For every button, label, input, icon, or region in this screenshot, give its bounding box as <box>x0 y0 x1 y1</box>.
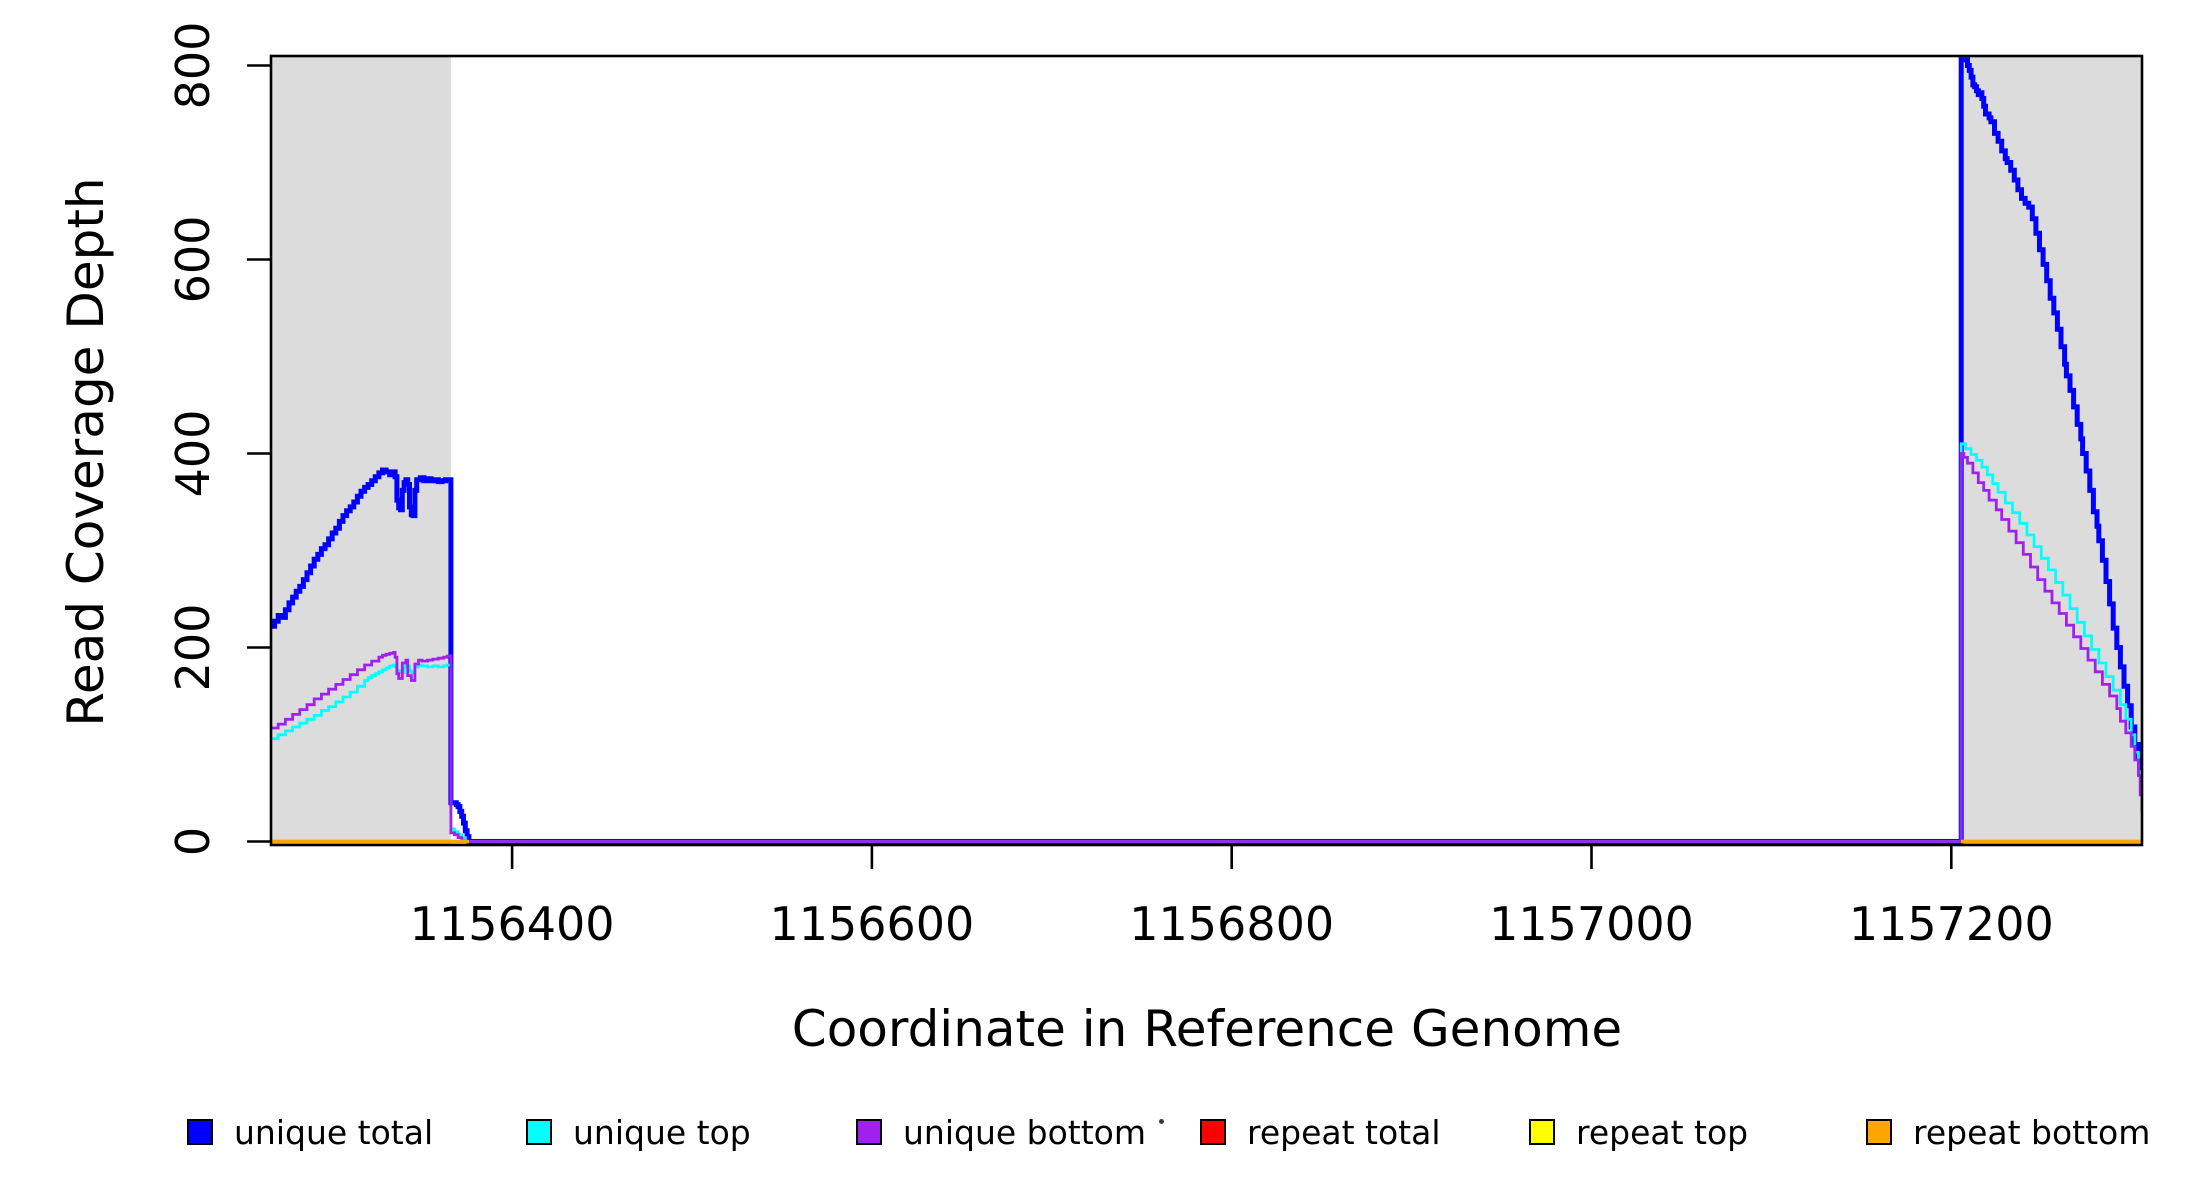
legend-item-unique-bottom: unique bottom <box>856 1105 1146 1159</box>
legend-swatch-unique-top <box>526 1119 552 1145</box>
legend-swatch-unique-bottom <box>856 1119 882 1145</box>
legend-item-repeat-top: repeat top <box>1529 1105 1748 1159</box>
y-tick-label: 400 <box>166 410 220 498</box>
x-tick-label: 1156600 <box>769 897 974 951</box>
legend-item-repeat-total: repeat total <box>1200 1105 1441 1159</box>
y-tick-label: 600 <box>166 216 220 304</box>
legend-swatch-unique-total <box>187 1119 213 1145</box>
x-tick-label: 1157200 <box>1849 897 2054 951</box>
legend-label: unique bottom <box>903 1112 1147 1152</box>
legend-label: repeat total <box>1247 1112 1441 1152</box>
series-unique-top <box>271 442 2143 843</box>
legend-swatch-repeat-bottom <box>1866 1119 1892 1145</box>
series-unique-bottom <box>271 452 2143 843</box>
y-axis-title: Read Coverage Depth <box>57 177 115 727</box>
legend-swatch-repeat-total <box>1200 1119 1226 1145</box>
legend-label: repeat bottom <box>1913 1112 2151 1152</box>
legend-item-unique-top: unique top <box>526 1105 751 1159</box>
legend-label: unique total <box>234 1112 434 1152</box>
x-axis-title: Coordinate in Reference Genome <box>791 1000 1623 1058</box>
legend-swatch-repeat-top <box>1529 1119 1555 1145</box>
x-tick-label: 1157000 <box>1489 897 1694 951</box>
legend: unique total unique top unique bottom repea… <box>0 1105 2200 1165</box>
legend-label: unique top <box>573 1112 751 1152</box>
y-tick-label: 200 <box>166 604 220 692</box>
y-tick-label: 800 <box>166 22 220 110</box>
series-unique-total <box>271 57 2143 844</box>
shaded-region-right-flank <box>1961 56 2142 845</box>
x-tick-label: 1156400 <box>410 897 615 951</box>
plot-box <box>269 54 2144 847</box>
y-tick-label: 0 <box>166 827 220 856</box>
stray-dot <box>1159 1119 1164 1124</box>
legend-item-repeat-bottom: repeat bottom <box>1866 1105 2150 1159</box>
x-tick-label: 1156800 <box>1129 897 1334 951</box>
legend-label: repeat top <box>1576 1112 1749 1152</box>
legend-item-unique-total: unique total <box>187 1105 433 1159</box>
